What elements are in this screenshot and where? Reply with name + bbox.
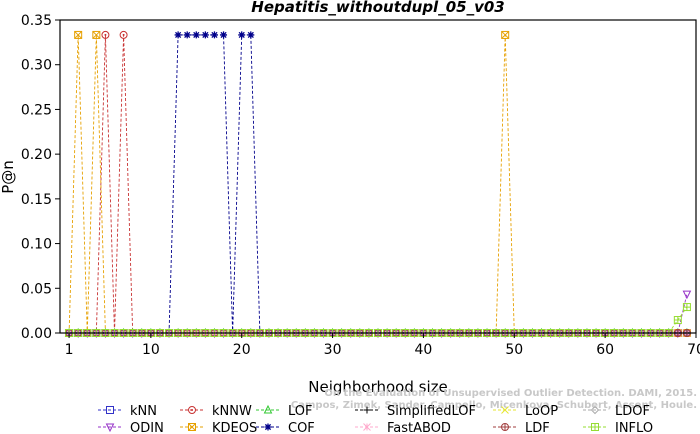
legend-marker-LDF xyxy=(501,423,509,431)
legend-marker-LDOF xyxy=(590,405,600,415)
plot-area xyxy=(64,30,692,339)
legend-label-SimplifiedLOF: SimplifiedLOF xyxy=(387,404,476,419)
point-COF-14 xyxy=(183,31,191,39)
legend-marker-SimplifiedLOF xyxy=(363,406,371,414)
point-kNNW-7 xyxy=(119,30,128,39)
axes: 0.00 0.05 0.10 0.15 0.20 0.25 0.30 0.35 1 10 20 30 4… xyxy=(21,13,700,358)
legend-marker-LOF xyxy=(263,404,273,414)
series-line-kNNW xyxy=(69,34,687,334)
point-COF-13 xyxy=(174,31,182,39)
legend-marker-ODIN xyxy=(105,423,115,433)
legend-item-COF: COF xyxy=(256,421,315,434)
watermark-line-2: Campos, Zimek, Sander, Campello, Micenko… xyxy=(291,400,697,411)
watermark-line-1: On the Evaluation of Unsupervised Outlie… xyxy=(324,388,697,399)
point-COF-21 xyxy=(247,31,255,39)
chart-title: Hepatitis_withoutdupl_05_v03 xyxy=(251,0,504,16)
legend-marker-FastABOD xyxy=(363,423,371,431)
legend-item-LDOF: LDOF xyxy=(583,404,650,419)
legend-item-ODIN: ODIN xyxy=(98,421,164,434)
y-axis-title: P@n xyxy=(0,160,17,194)
series-line-COF xyxy=(69,34,687,334)
x-tick-label: 60 xyxy=(596,342,614,358)
x-tick-label: 40 xyxy=(415,342,433,358)
y-tick-label: 0.00 xyxy=(21,326,52,342)
legend-label-LoOP: LoOP xyxy=(525,404,558,419)
legend-marker-kNN xyxy=(106,406,114,414)
legend-label-LDF: LDF xyxy=(525,421,550,434)
point-COF-15 xyxy=(192,31,200,39)
point-KDEOS-2 xyxy=(74,30,83,39)
legend-item-kNNW: kNNW xyxy=(180,404,252,419)
series-line-ODIN xyxy=(69,293,688,334)
x-tick-label: 20 xyxy=(233,342,251,358)
legend-marker-COF xyxy=(264,423,272,431)
legend-label-kNN: kNN xyxy=(130,404,157,419)
legend-label-FastABOD: FastABOD xyxy=(387,421,451,434)
legend-marker-kNNW xyxy=(188,406,196,414)
plot-frame xyxy=(59,19,697,334)
legend-marker-INFLO xyxy=(591,423,599,431)
series-COF xyxy=(65,31,691,337)
legend-item-LOF: LOF xyxy=(256,404,313,419)
legend-item-LoOP: LoOP xyxy=(493,404,558,419)
legend-label-LOF: LOF xyxy=(288,404,313,419)
point-INFLO-69 xyxy=(682,303,691,312)
legend: kNN kNNW LOF SimplifiedLOF LoOP LDOF ODIN KDEOS… xyxy=(98,404,653,434)
legend-item-KDEOS: KDEOS xyxy=(180,421,257,434)
point-KDEOS-4 xyxy=(92,30,101,39)
point-ODIN-69 xyxy=(682,290,692,300)
legend-label-ODIN: ODIN xyxy=(130,421,164,434)
point-COF-17 xyxy=(210,31,218,39)
point-COF-16 xyxy=(201,31,209,39)
legend-item-SimplifiedLOF: SimplifiedLOF xyxy=(355,404,476,419)
legend-marker-LoOP xyxy=(501,406,509,414)
x-tick-label: 70 xyxy=(687,342,700,358)
point-KDEOS-49 xyxy=(501,30,510,39)
point-INFLO-68 xyxy=(673,316,682,325)
x-axis-title: Neighborhood size xyxy=(308,378,447,396)
point-COF-20 xyxy=(238,31,246,39)
y-tick-label: 0.35 xyxy=(21,13,52,29)
legend-label-COF: COF xyxy=(288,421,315,434)
point-kNNW-5 xyxy=(101,30,110,39)
y-tick-label: 0.30 xyxy=(21,58,52,74)
legend-item-LDF: LDF xyxy=(493,421,550,434)
point-COF-18 xyxy=(220,31,228,39)
legend-label-KDEOS: KDEOS xyxy=(212,421,257,434)
legend-label-INFLO: INFLO xyxy=(615,421,653,434)
x-tick-label: 10 xyxy=(142,342,160,358)
legend-marker-KDEOS xyxy=(188,423,196,431)
legend-item-FastABOD: FastABOD xyxy=(355,421,451,434)
series-KDEOS xyxy=(65,30,691,337)
legend-item-kNN: kNN xyxy=(98,404,157,419)
legend-item-INFLO: INFLO xyxy=(583,421,653,434)
x-tick-label: 50 xyxy=(505,342,523,358)
y-tick-label: 0.20 xyxy=(21,147,52,163)
series-kNNW xyxy=(65,30,691,337)
legend-label-kNNW: kNNW xyxy=(212,404,252,419)
y-tick-label: 0.25 xyxy=(21,102,52,118)
legend-label-LDOF: LDOF xyxy=(615,404,650,419)
y-tick-label: 0.15 xyxy=(21,192,52,208)
y-tick-label: 0.05 xyxy=(21,281,52,297)
series-line-KDEOS xyxy=(68,34,687,334)
x-tick-label: 30 xyxy=(324,342,342,358)
x-tick-label: 1 xyxy=(65,342,74,358)
y-tick-label: 0.10 xyxy=(21,237,52,253)
